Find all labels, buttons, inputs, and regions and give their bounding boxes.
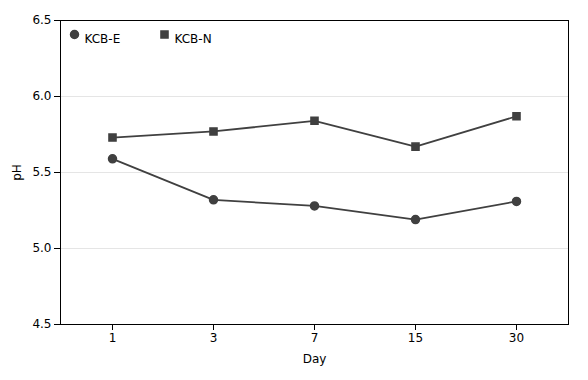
svg-text:7: 7 bbox=[311, 331, 319, 345]
svg-text:6.5: 6.5 bbox=[32, 13, 51, 27]
svg-text:5.5: 5.5 bbox=[32, 165, 51, 179]
svg-text:KCB-E: KCB-E bbox=[85, 32, 121, 46]
svg-text:1: 1 bbox=[109, 331, 117, 345]
svg-text:KCB-N: KCB-N bbox=[175, 32, 212, 46]
svg-text:5.0: 5.0 bbox=[32, 241, 51, 255]
svg-text:pH: pH bbox=[10, 164, 24, 181]
svg-text:30: 30 bbox=[509, 331, 524, 345]
svg-text:4.5: 4.5 bbox=[32, 317, 51, 331]
svg-text:Day: Day bbox=[303, 352, 327, 366]
svg-text:3: 3 bbox=[210, 331, 218, 345]
svg-text:15: 15 bbox=[408, 331, 423, 345]
svg-text:6.0: 6.0 bbox=[32, 89, 51, 103]
